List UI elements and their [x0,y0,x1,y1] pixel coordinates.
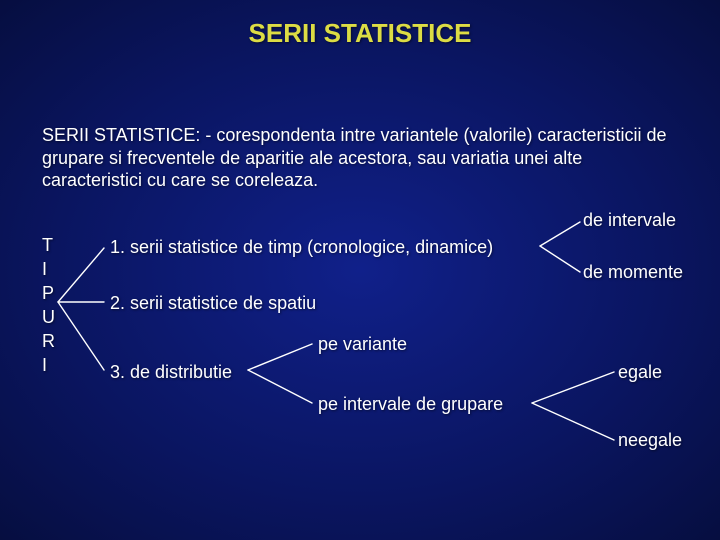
leaf-egale: egale [618,362,662,383]
item-3-distributie: 3. de distributie [110,362,232,383]
definition-paragraph: SERII STATISTICE: - corespondenta intre … [42,124,682,192]
tipuri-vertical-label: TIPURI [42,233,55,377]
leaf-neegale: neegale [618,430,682,451]
leaf-de-intervale: de intervale [583,210,676,231]
leaf-pe-intervale: pe intervale de grupare [318,394,503,415]
slide-title: SERII STATISTICE [0,18,720,49]
leaf-pe-variante: pe variante [318,334,407,355]
slide-root: SERII STATISTICE SERII STATISTICE: - cor… [0,0,720,540]
item-1-timp: 1. serii statistice de timp (cronologice… [110,237,493,258]
item-2-spatiu: 2. serii statistice de spatiu [110,293,316,314]
leaf-de-momente: de momente [583,262,683,283]
